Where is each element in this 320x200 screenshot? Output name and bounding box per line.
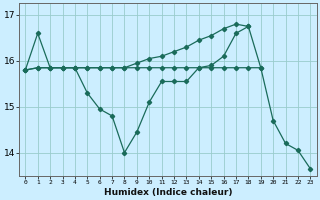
X-axis label: Humidex (Indice chaleur): Humidex (Indice chaleur) xyxy=(104,188,232,197)
